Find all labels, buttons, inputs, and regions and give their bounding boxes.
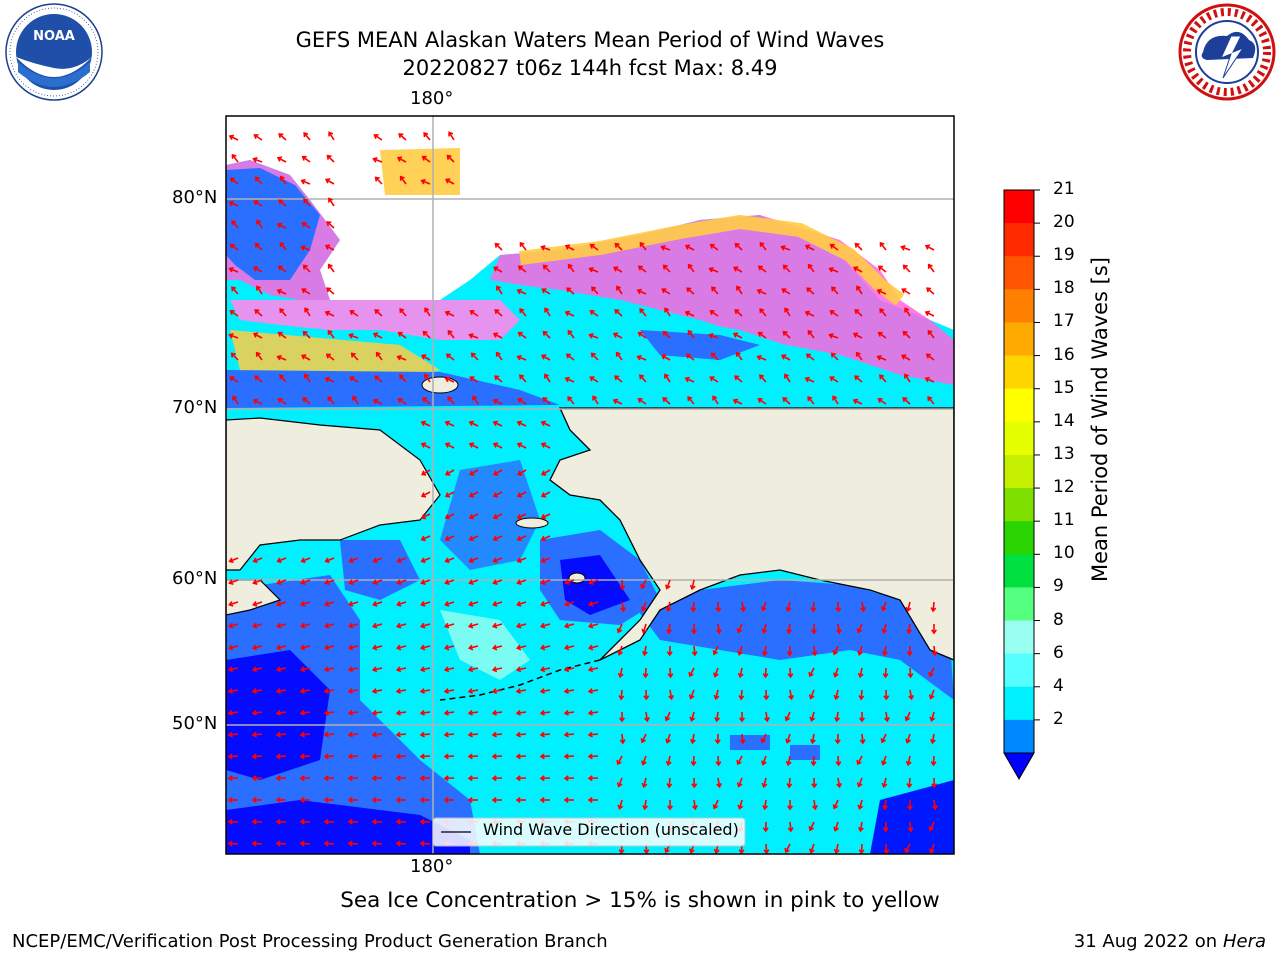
colorbar	[1003, 189, 1040, 781]
colorbar-tick-label: 18	[1053, 278, 1075, 299]
wind-wave-arrows	[227, 131, 938, 854]
colorbar-bin	[1004, 587, 1034, 622]
footer-date-text: 31 Aug 2022 on	[1073, 931, 1218, 952]
colorbar-bin	[1004, 686, 1034, 721]
lon-label-bottom: 180°	[410, 856, 454, 877]
lat-label-50: 50°N	[172, 713, 218, 734]
deep-blue-region	[226, 575, 480, 854]
lat-label-60: 60°N	[172, 568, 218, 589]
lat-label-80: 80°N	[172, 187, 218, 208]
colorbar-tick-label: 12	[1053, 477, 1075, 498]
colorbar-tick-label: 8	[1053, 609, 1064, 630]
colorbar-bin	[1004, 322, 1034, 357]
colorbar-tick-label: 6	[1053, 642, 1064, 663]
footer-branch: NCEP/EMC/Verification Post Processing Pr…	[12, 931, 608, 952]
colorbar-bin	[1004, 355, 1034, 390]
legend-label: Wind Wave Direction (unscaled)	[483, 820, 739, 839]
colorbar-bin	[1004, 289, 1034, 323]
footer-date: 31 Aug 2022 on Hera	[1074, 931, 1266, 952]
colorbar-tick-label: 19	[1053, 245, 1075, 266]
sea-ice-region	[380, 148, 460, 195]
chart-title: GEFS MEAN Alaskan Waters Mean Period of …	[295, 28, 885, 52]
map-legend	[432, 817, 746, 847]
colorbar-bin	[1004, 521, 1034, 555]
colorbar-tick-label: 13	[1053, 443, 1075, 464]
colorbar-tick-label: 21	[1053, 179, 1075, 199]
sea-ice-note: Sea Ice Concentration > 15% is shown in …	[340, 888, 940, 913]
lon-label-top: 180°	[410, 88, 454, 109]
colorbar-bin	[1004, 554, 1034, 588]
colorbar-tick-label: 16	[1053, 344, 1075, 365]
colorbar-bin	[1004, 421, 1034, 456]
ice-edge-water	[226, 168, 320, 280]
graticule	[226, 116, 954, 854]
colorbar-tick-label: 11	[1053, 510, 1075, 531]
colorbar-tick-label: 15	[1053, 377, 1075, 398]
aleutian-islands	[439, 659, 601, 701]
noaa-logo: NOAA	[5, 3, 103, 101]
colorbar-bin	[1004, 388, 1034, 423]
colorbar-bin	[1004, 719, 1034, 754]
svg-text:NOAA: NOAA	[33, 29, 75, 44]
map-frame	[225, 115, 955, 855]
colorbar-tick-label: 4	[1053, 675, 1064, 696]
colorbar-extend	[1003, 752, 1035, 781]
colorbar-bin	[1004, 653, 1034, 688]
colorbar-bin	[1004, 454, 1034, 489]
siberia-land	[226, 417, 441, 571]
colorbar-tick-label: 20	[1053, 212, 1075, 233]
sea-ice-region	[490, 215, 954, 385]
nws-logo	[1178, 3, 1276, 101]
colorbar-tick-label: 2	[1053, 708, 1064, 729]
colorbar-title: Mean Period of Wind Waves [s]	[1088, 257, 1112, 582]
footer-machine: Hera	[1222, 931, 1266, 952]
colorbar-bin	[1004, 620, 1034, 655]
colorbar-tick-label: 9	[1053, 576, 1064, 597]
chart-subtitle: 20220827 t06z 144h fcst Max: 8.49	[402, 56, 778, 80]
colorbar-bin	[1004, 488, 1034, 522]
colorbar-bin	[1004, 190, 1034, 224]
lat-label-70: 70°N	[172, 397, 218, 418]
colorbar-bin	[1004, 256, 1034, 290]
colorbar-tick-label: 14	[1053, 410, 1075, 431]
colorbar-tick-label: 17	[1053, 311, 1075, 332]
colorbar-bin	[1004, 223, 1034, 257]
sea-ice-region	[230, 300, 520, 340]
colorbar-tick-label: 10	[1053, 543, 1075, 564]
